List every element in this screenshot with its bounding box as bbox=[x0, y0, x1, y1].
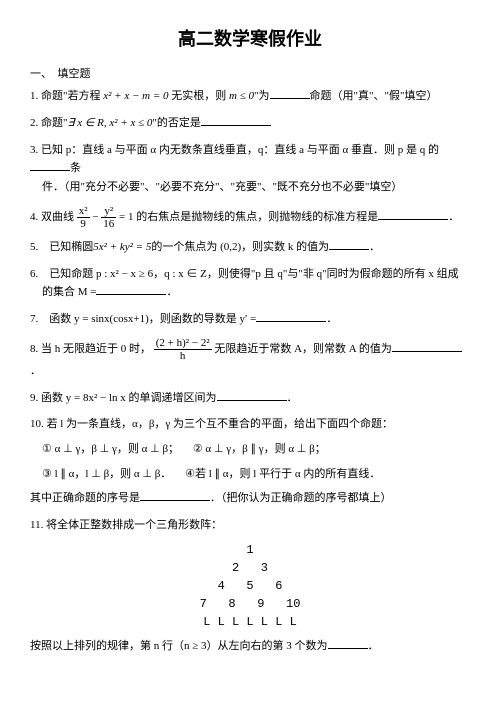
q1-cond: m ≤ 0 bbox=[229, 90, 254, 102]
question-9: 9. 函数 y = 8x² − ln x 的单调递增区间为 ． bbox=[30, 389, 470, 408]
q8-den: h bbox=[154, 350, 212, 362]
q10-c2: ② α ⊥ γ，β ∥ γ，则 α ⊥ β； bbox=[193, 443, 326, 455]
q6-a: 6. 已知命题 p : x² − x ≥ 6，q : x ∈ Z，则使得"p 且… bbox=[30, 265, 470, 284]
q9-b: ． bbox=[287, 392, 298, 404]
q7-a: 7. 函数 y = sinx(cosx+1)，则函数的导数是 y′ = bbox=[30, 313, 256, 325]
q11-blank[interactable] bbox=[328, 639, 368, 649]
q7-blank[interactable] bbox=[256, 312, 326, 322]
q5-expr: 5x² + ky² = 5 bbox=[93, 241, 151, 253]
q6-c: ． bbox=[166, 286, 177, 298]
pyr-r1: 1 bbox=[246, 543, 253, 557]
q9-blank[interactable] bbox=[217, 391, 287, 401]
q3-blank[interactable] bbox=[30, 161, 70, 171]
number-pyramid: 1 2 3 4 5 6 7 8 9 10 L L L L L L L bbox=[30, 541, 470, 631]
q2-blank[interactable] bbox=[201, 116, 271, 126]
q4-c: ． bbox=[448, 211, 459, 223]
question-1: 1. 命题"若方程 x² + x − m = 0 无实根，则 m ≤ 0"为 命题… bbox=[30, 87, 470, 106]
q4-d1: 9 bbox=[77, 218, 90, 230]
q4-d2: 16 bbox=[101, 218, 116, 230]
q3-c: 件．（用"充分不必要"、"必要不充分"、"充要"、"既不充分也不必要"填空） bbox=[30, 178, 470, 197]
minus: − bbox=[92, 211, 101, 223]
q2-a: 2. 命题" bbox=[30, 117, 68, 129]
q10-e: 其中正确命题的序号是 bbox=[30, 492, 140, 504]
page-title: 高二数学寒假作业 bbox=[30, 24, 470, 55]
q4-n2: y² bbox=[101, 205, 116, 218]
q5-b: 的一个焦点为 (0,2)，则实数 k 的值为 bbox=[151, 241, 329, 253]
q8-b: 无限趋近于常数 A，则常数 A 的值为 bbox=[214, 343, 392, 355]
q6-b: 的集合 M = bbox=[42, 286, 96, 298]
q8-blank[interactable] bbox=[392, 342, 462, 352]
q5-blank[interactable] bbox=[329, 240, 369, 250]
question-7: 7. 函数 y = sinx(cosx+1)，则函数的导数是 y′ = ． bbox=[30, 310, 470, 329]
q8-a: 8. 当 h 无限趋近于 0 时， bbox=[30, 343, 151, 355]
q1-b: 无实根，则 bbox=[169, 90, 230, 102]
pyr-r3: 4 5 6 bbox=[218, 579, 283, 593]
q3-b: 条 bbox=[70, 162, 81, 174]
q4-n1: x² bbox=[77, 205, 90, 218]
q9-a: 9. 函数 y = 8x² − ln x 的单调递增区间为 bbox=[30, 392, 217, 404]
q4-frac1: x²9 bbox=[77, 205, 90, 230]
q10-c3: ③ l ∥ α，l ⊥ β，则 α ⊥ β． bbox=[42, 468, 171, 480]
question-8: 8. 当 h 无限趋近于 0 时， (2 + h)² − 2²h 无限趋近于常数… bbox=[30, 337, 470, 381]
q10-a: 10. 若 l 为一条直线，α，β，γ 为三个互不重合的平面，给出下面四个命题： bbox=[30, 415, 470, 434]
q8-c: ． bbox=[30, 365, 41, 377]
question-11: 11. 将全体正整数排成一个三角形数阵： 1 2 3 4 5 6 7 8 9 1… bbox=[30, 516, 470, 655]
q10-c1: ① α ⊥ γ，β ⊥ γ，则 α ⊥ β； bbox=[42, 443, 179, 455]
q6-blank[interactable] bbox=[96, 285, 166, 295]
q2-b: "的否定是 bbox=[152, 117, 201, 129]
q4-blank[interactable] bbox=[378, 210, 448, 220]
q1-blank[interactable] bbox=[270, 89, 310, 99]
q5-c: ． bbox=[369, 241, 380, 253]
q4-a: 4. 双曲线 bbox=[30, 211, 77, 223]
pyr-r2: 2 3 bbox=[232, 561, 268, 575]
q8-num: (2 + h)² − 2² bbox=[154, 337, 212, 350]
q3-a: 3. 已知 p：直线 a 与平面 α 内无数条直线垂直，q：直线 a 与平面 α… bbox=[30, 144, 439, 156]
q10-c4: ④若 l ∥ α，则 l 平行于 α 内的所有直线． bbox=[185, 468, 380, 480]
pyr-r4: 7 8 9 10 bbox=[200, 597, 301, 611]
q2-expr: ∃ x ∈ R, x² + x ≤ 0 bbox=[68, 117, 153, 129]
question-6: 6. 已知命题 p : x² − x ≥ 6，q : x ∈ Z，则使得"p 且… bbox=[30, 265, 470, 302]
q5-a: 5. 已知椭圆 bbox=[30, 241, 93, 253]
question-4: 4. 双曲线 x²9 − y²16 = 1 的右焦点是抛物线的焦点，则抛物线的标… bbox=[30, 205, 470, 230]
q4-frac2: y²16 bbox=[101, 205, 116, 230]
section-heading: 一、 填空题 bbox=[30, 65, 470, 84]
pyr-r5: L L L L L L L bbox=[203, 615, 297, 629]
q11-b: 按照以上排列的规律，第 n 行（n ≥ 3）从左向右的第 3 个数为 bbox=[30, 640, 328, 652]
q4-eq: = 1 bbox=[119, 211, 133, 223]
question-2: 2. 命题"∃ x ∈ R, x² + x ≤ 0"的否定是 bbox=[30, 114, 470, 133]
question-3: 3. 已知 p：直线 a 与平面 α 内无数条直线垂直，q：直线 a 与平面 α… bbox=[30, 141, 470, 197]
question-5: 5. 已知椭圆5x² + ky² = 5的一个焦点为 (0,2)，则实数 k 的… bbox=[30, 238, 470, 257]
q1-expr: x² + x − m = 0 bbox=[103, 90, 168, 102]
q11-c: ． bbox=[368, 640, 379, 652]
q1-c: "为 bbox=[254, 90, 270, 102]
q8-frac: (2 + h)² − 2²h bbox=[154, 337, 212, 362]
question-10: 10. 若 l 为一条直线，α，β，γ 为三个互不重合的平面，给出下面四个命题：… bbox=[30, 415, 470, 508]
q1-d: 命题（用"真"、"假"填空） bbox=[310, 90, 438, 102]
q1-a: 1. 命题"若方程 bbox=[30, 90, 103, 102]
q10-f: ．（把你认为正确命题的序号都填上） bbox=[210, 492, 392, 504]
q4-b: 的右焦点是抛物线的焦点，则抛物线的标准方程是 bbox=[136, 211, 378, 223]
q11-a: 11. 将全体正整数排成一个三角形数阵： bbox=[30, 516, 470, 535]
q10-blank[interactable] bbox=[140, 491, 210, 501]
q7-b: ． bbox=[326, 313, 337, 325]
